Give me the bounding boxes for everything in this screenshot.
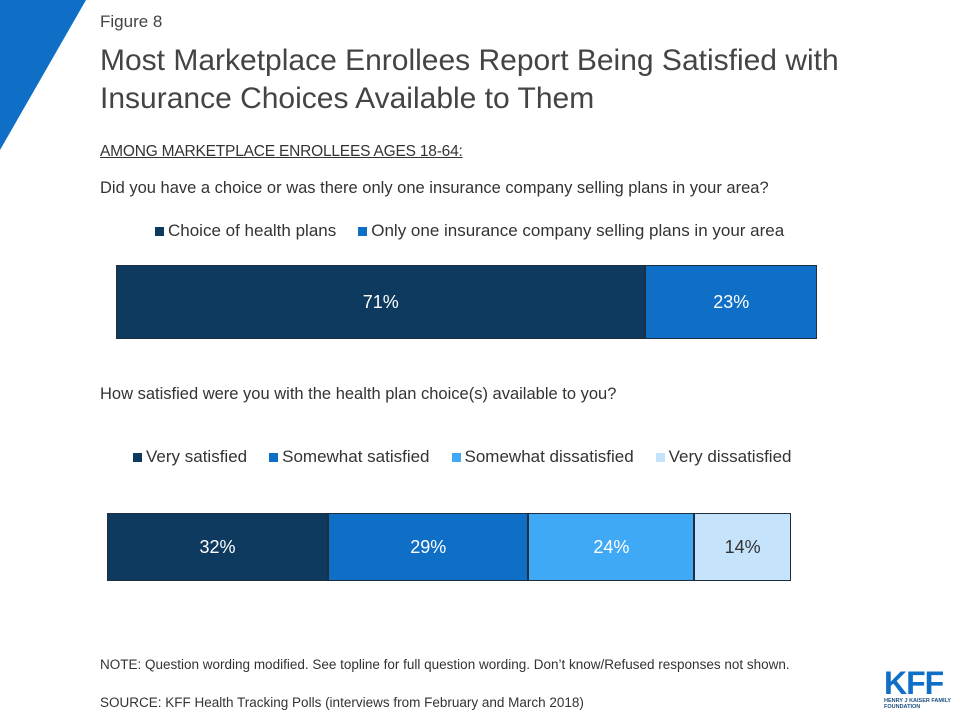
bar-segment: 71% (116, 265, 646, 339)
legend-item-1: Very satisfied (133, 447, 247, 467)
legend-swatch (358, 226, 368, 236)
bar-segment: 24% (528, 513, 695, 581)
figure-label: Figure 8 (100, 12, 163, 31)
bar-segment: 29% (328, 513, 529, 581)
logo-text: KFF (884, 665, 944, 701)
data-label: 23% (713, 291, 750, 312)
question-1: Did you have a choice or was there only … (100, 179, 769, 197)
legend-item-2: Only one insurance company selling plans… (358, 221, 784, 241)
data-label: 14% (724, 536, 761, 557)
data-label: 29% (410, 536, 447, 557)
legend-swatch (655, 452, 665, 462)
note-text: NOTE: Question wording modified. See top… (100, 657, 790, 672)
stacked-bar-2: 32% 29% 24% 14% (107, 513, 791, 581)
legend-2: Very satisfied Somewhat satisfied Somewhat… (133, 447, 792, 467)
legend-swatch (155, 226, 164, 236)
bar-segment: 14% (694, 513, 791, 581)
legend-item-2: Somewhat satisfied (269, 447, 430, 467)
bar-segment: 23% (645, 265, 817, 339)
legend-label: Only one insurance company selling plans… (371, 221, 785, 240)
population-subhead: AMONG MARKETPLACE ENROLLEES AGES 18-64: (100, 143, 463, 160)
chart-title: Most Marketplace Enrollees Report Being … (100, 44, 839, 115)
question-2: How satisfied were you with the health p… (100, 385, 617, 403)
source-text: SOURCE: KFF Health Tracking Polls (inter… (100, 695, 584, 710)
stacked-bar-1: 71% 23% (116, 265, 817, 339)
legend-swatch (269, 452, 279, 462)
legend-1: Choice of health plans Only one insurance… (155, 221, 784, 241)
logo-subtext: HENRY J KAISER FAMILY FOUNDATION (884, 698, 951, 710)
legend-label: Somewhat dissatisfied (464, 447, 634, 466)
legend-label: Choice of health plans (168, 221, 337, 240)
kff-logo: KFF HENRY J KAISER FAMILY FOUNDATION (884, 665, 951, 710)
data-label: 32% (199, 536, 236, 557)
data-label: 24% (593, 536, 630, 557)
bar-segment: 32% (107, 513, 329, 581)
legend-label: Very satisfied (146, 447, 248, 466)
data-label: 71% (362, 291, 399, 312)
legend-item-3: Somewhat dissatisfied (451, 447, 634, 467)
legend-item-4: Very dissatisfied (655, 447, 792, 467)
legend-label: Somewhat satisfied (282, 447, 430, 466)
legend-label: Very dissatisfied (668, 447, 792, 466)
corner-triangle-decoration (0, 0, 86, 150)
legend-swatch (451, 452, 461, 462)
legend-swatch (133, 452, 142, 462)
legend-item-1: Choice of health plans (155, 221, 336, 241)
